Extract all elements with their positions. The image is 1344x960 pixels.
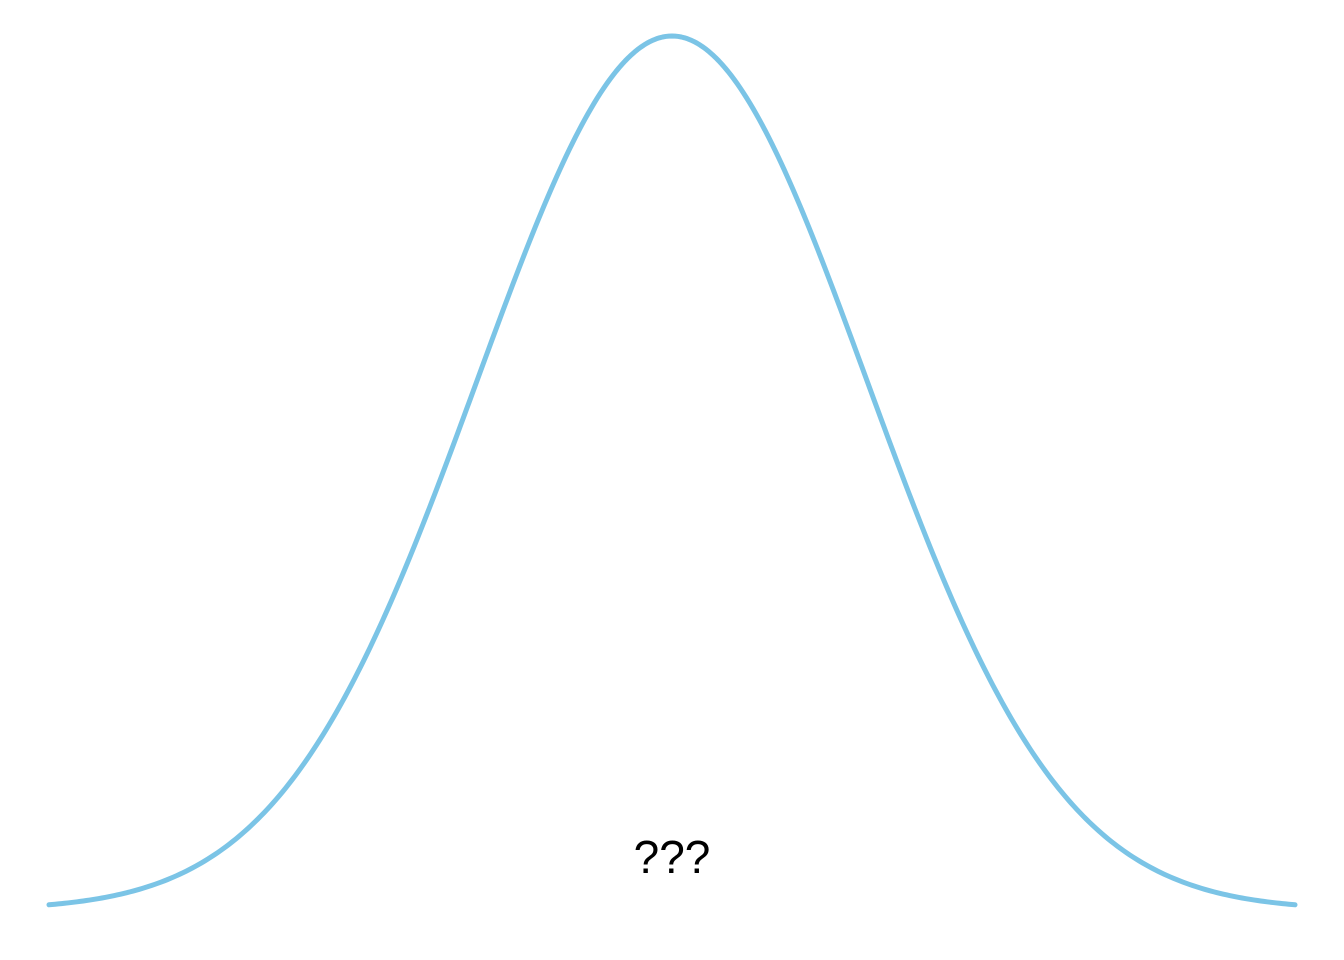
density-curve xyxy=(46,33,1298,908)
annotation-label: ??? xyxy=(634,831,711,883)
